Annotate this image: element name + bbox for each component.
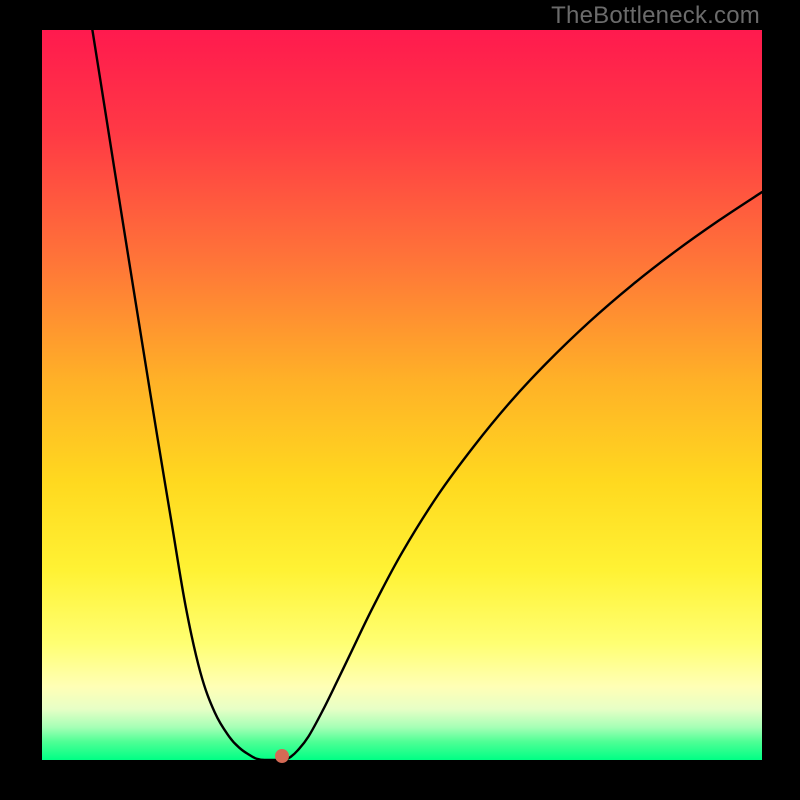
chart-outer-frame: TheBottleneck.com — [0, 0, 800, 800]
watermark-text: TheBottleneck.com — [551, 2, 760, 30]
bottleneck-curve — [42, 30, 762, 760]
chart-plot-area — [42, 30, 762, 760]
optimal-point-marker — [275, 749, 289, 763]
